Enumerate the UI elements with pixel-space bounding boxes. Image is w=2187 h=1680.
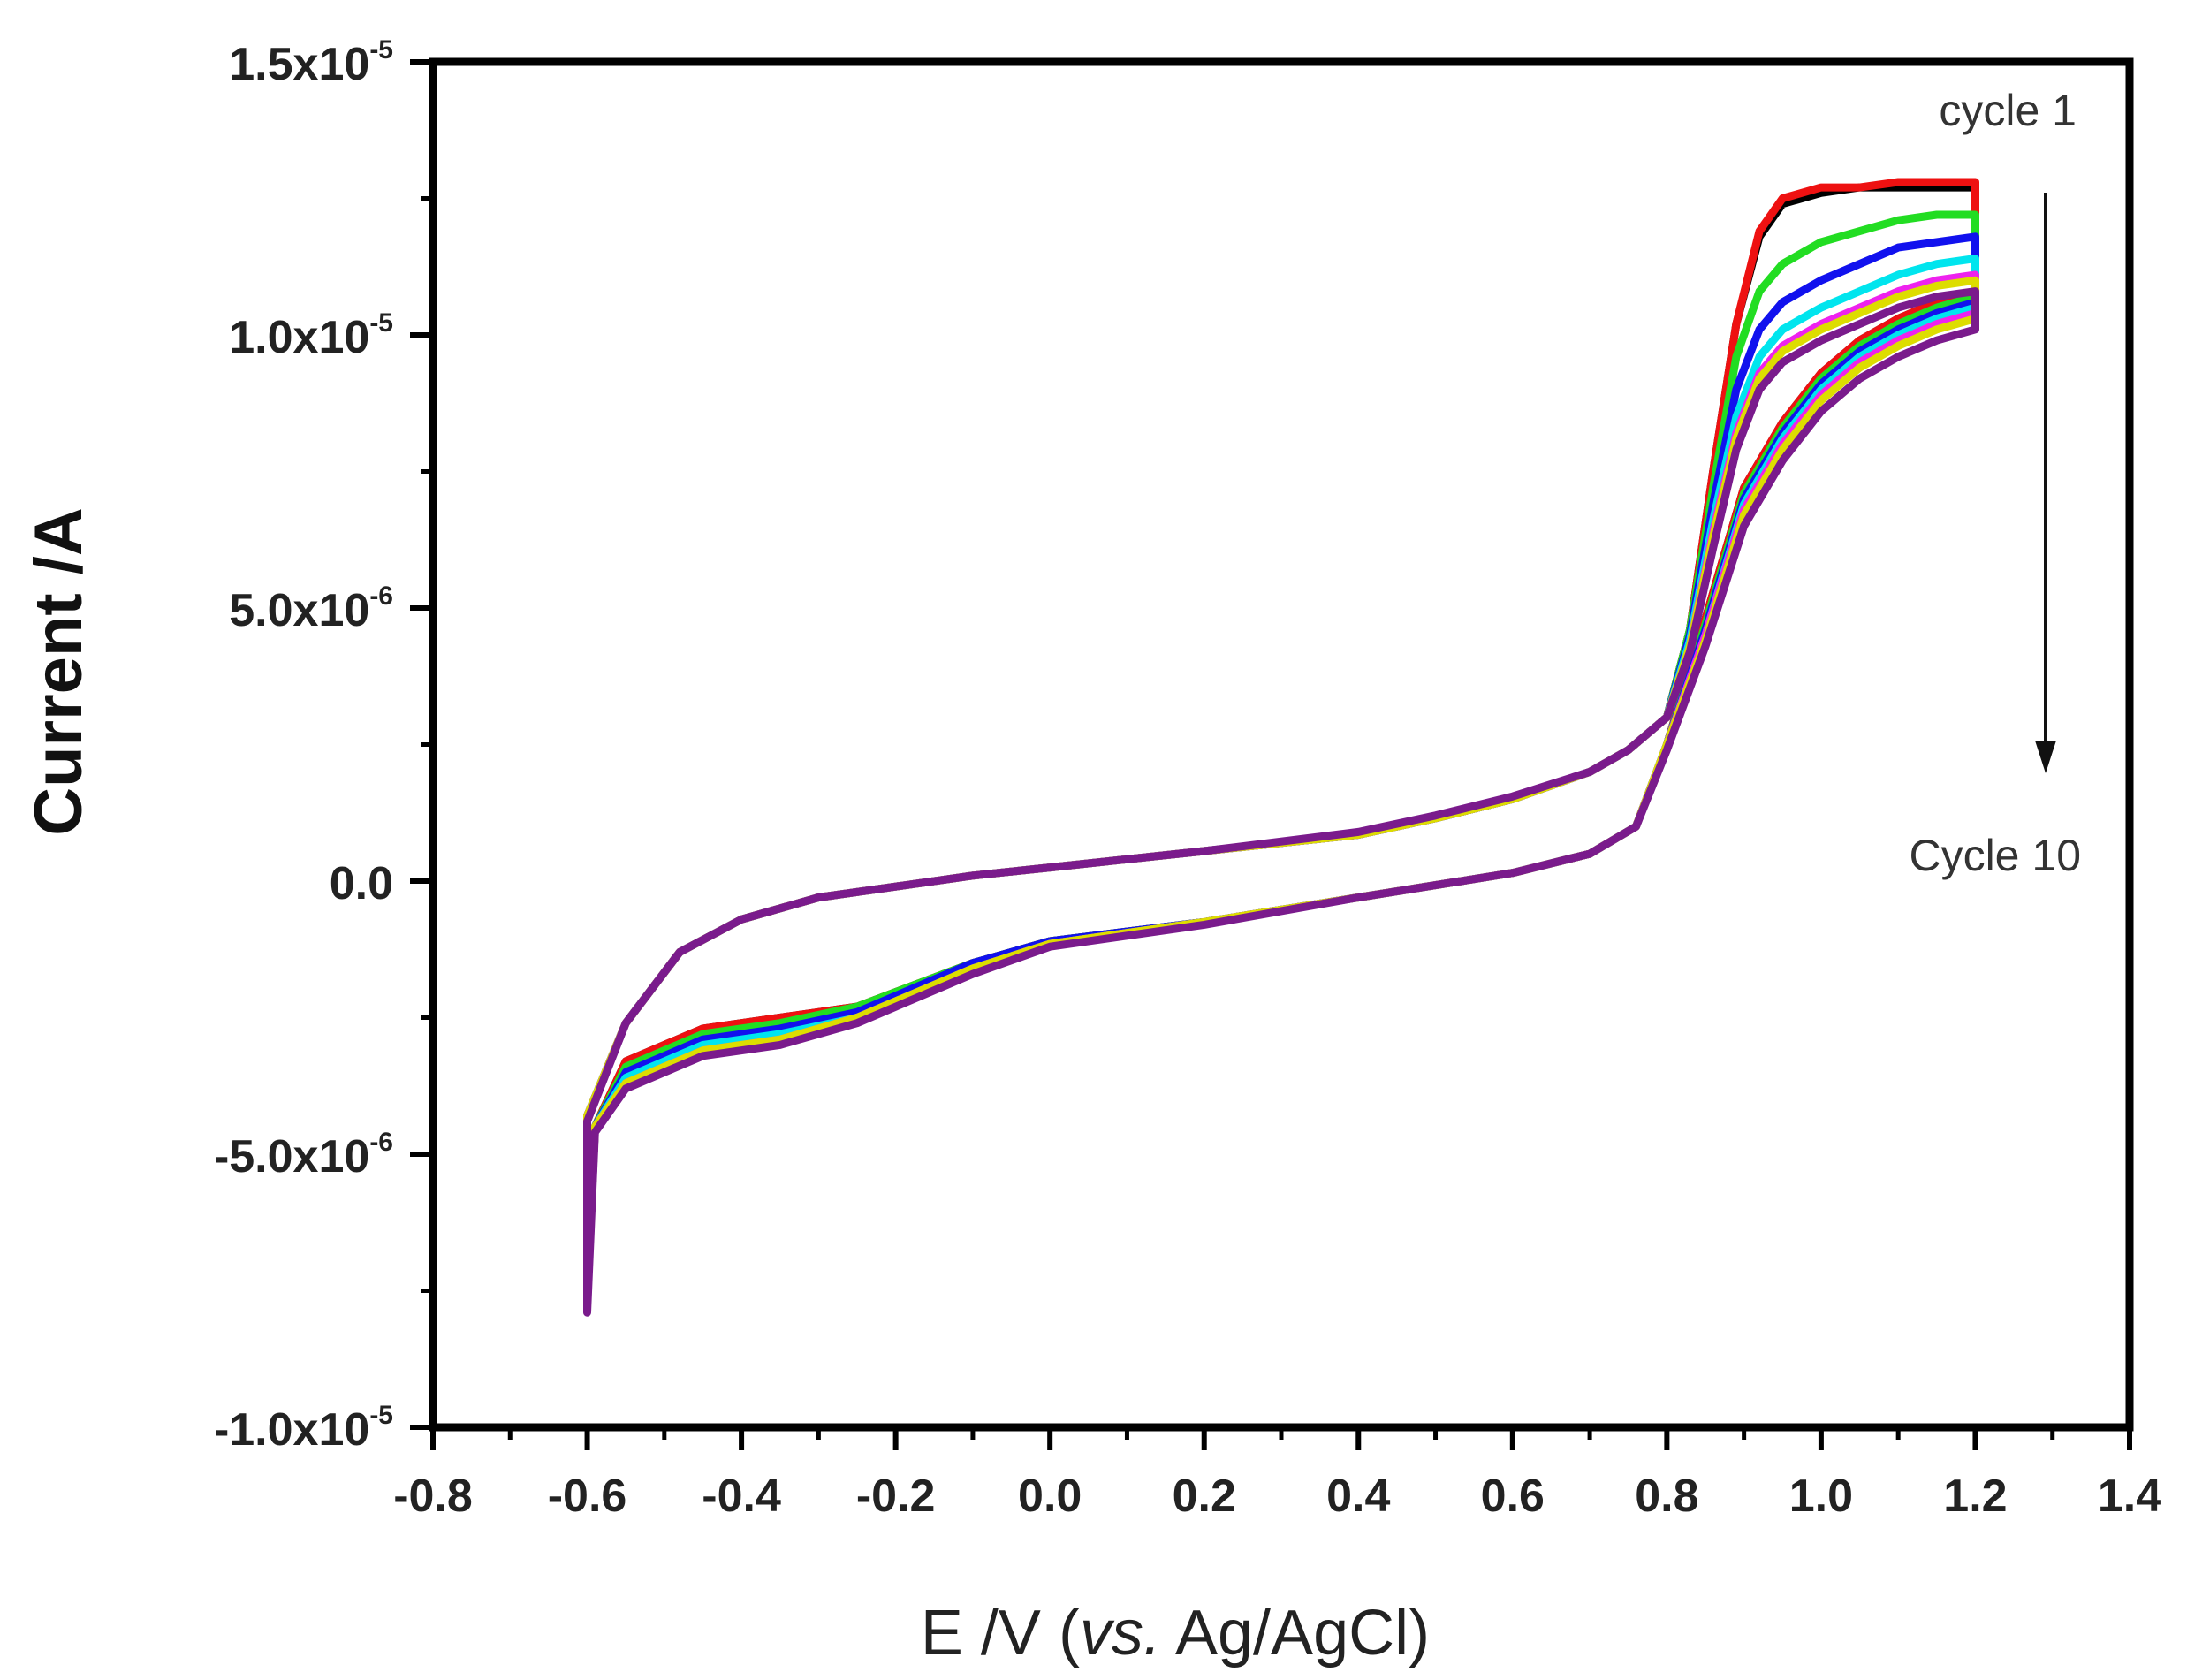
x-tick-label: 1.4 bbox=[2098, 1471, 2161, 1522]
x-axis: -0.8 -0.6 -0.4 -0.2 0.0 0.2 0.4 0.6 0.8 1.0 1.2 1.4 bbox=[393, 1427, 2161, 1522]
y-axis: 1.5x10-5 1.0x10-5 5.0x10-6 0.0 -5.0x10-6 -1.0… bbox=[214, 35, 433, 1456]
annotation-cycle-10: Cycle 10 bbox=[1909, 831, 2081, 880]
y-axis-title: Current /A bbox=[21, 507, 96, 836]
y-tick-label: 1.5x10-5 bbox=[229, 35, 393, 90]
x-tick-label: -0.8 bbox=[393, 1471, 473, 1522]
x-tick-label: -0.6 bbox=[548, 1471, 627, 1522]
x-tick-label: 0.0 bbox=[1018, 1471, 1082, 1522]
x-axis-title-prefix: E /V ( bbox=[921, 1598, 1080, 1669]
cv-cycle-curve bbox=[583, 287, 1979, 1317]
series-layer bbox=[583, 178, 1979, 1317]
x-axis-title-italic: vs. bbox=[1080, 1598, 1161, 1669]
x-tick-label: 0.2 bbox=[1173, 1471, 1236, 1522]
x-axis-title-suffix: Ag/AgCl) bbox=[1161, 1598, 1430, 1669]
x-tick-label: 1.2 bbox=[1943, 1471, 2007, 1522]
x-tick-label: 0.6 bbox=[1481, 1471, 1545, 1522]
y-tick-label: 5.0x10-6 bbox=[229, 582, 393, 636]
x-tick-label: 1.0 bbox=[1789, 1471, 1853, 1522]
y-tick-label: -1.0x10-5 bbox=[214, 1401, 393, 1456]
cycle-direction-arrow bbox=[2035, 193, 2056, 773]
x-tick-label: -0.4 bbox=[702, 1471, 781, 1522]
x-tick-label: 0.8 bbox=[1635, 1471, 1698, 1522]
x-tick-label: 0.4 bbox=[1326, 1471, 1390, 1522]
y-tick-label: 1.0x10-5 bbox=[229, 308, 393, 363]
y-tick-label: 0.0 bbox=[330, 858, 393, 909]
x-tick-label: -0.2 bbox=[856, 1471, 936, 1522]
annotation-cycle-1: cycle 1 bbox=[1939, 86, 2077, 135]
y-tick-label: -5.0x10-6 bbox=[214, 1128, 393, 1182]
x-axis-title: E /V (vs. Ag/AgCl) bbox=[921, 1598, 1430, 1669]
